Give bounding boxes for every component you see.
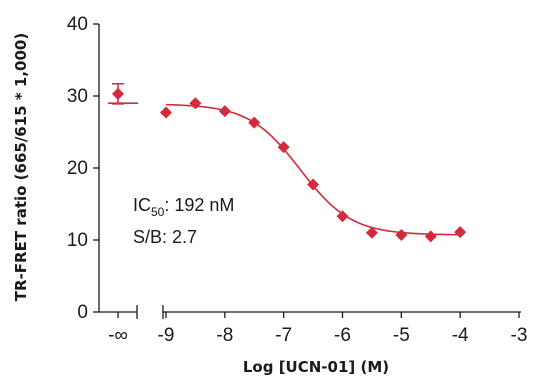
data-point-4 [277, 141, 290, 154]
data-point-9 [424, 230, 437, 243]
data-point-5 [307, 178, 320, 191]
y-tick-label-30: 30 [67, 86, 88, 107]
ic50-annotation: IC50: 192 nM [133, 195, 234, 219]
ic50-value: : 192 nM [164, 195, 234, 215]
ic50-prefix: IC [133, 195, 151, 215]
x-tick-label--7: -7 [275, 325, 292, 346]
y-axis-title: TR-FRET ratio (665/615 * 1,000) [12, 33, 30, 301]
data-point-1 [189, 97, 202, 110]
y-tick-label-40: 40 [67, 14, 88, 35]
y-tick-label-20: 20 [67, 158, 88, 179]
ticks: 0 10 20 30 40 -∞ -9 -8 -7 -6 -5 -4 -3 [67, 14, 528, 346]
x-tick-label--3: -3 [511, 325, 528, 346]
x-tick-label--8: -8 [216, 325, 233, 346]
x-tick-label--4: -4 [452, 325, 469, 346]
data-point-7 [365, 226, 378, 239]
x-tick-label--9: -9 [158, 325, 175, 346]
fit-curve [165, 103, 461, 236]
y-tick-label-10: 10 [67, 230, 88, 251]
x-axis-title: Log [UCN-01] (M) [243, 358, 389, 376]
data-point-10 [454, 226, 467, 239]
y-tick-label-0: 0 [77, 302, 88, 323]
sb-annotation: S/B: 2.7 [133, 227, 197, 247]
data-point-8 [395, 228, 408, 241]
x-tick-label--5: -5 [393, 325, 410, 346]
data-point-2 [218, 105, 231, 118]
x-tick-label-neg-inf: -∞ [108, 325, 128, 346]
data-point-6 [336, 210, 349, 223]
x-tick-label--6: -6 [334, 325, 351, 346]
ic50-subscript: 50 [151, 205, 165, 219]
data-points-layer [112, 83, 467, 243]
data-point-neg-inf [112, 87, 124, 100]
data-point-3 [248, 116, 261, 129]
data-point-0 [160, 106, 172, 119]
axes [98, 24, 521, 319]
